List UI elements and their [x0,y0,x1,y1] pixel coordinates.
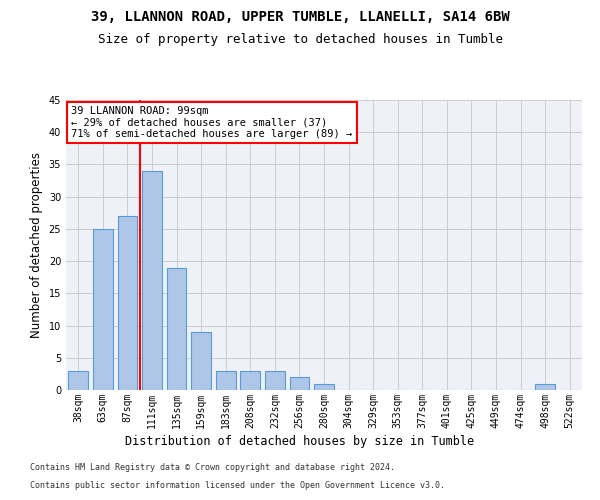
Bar [216,370,236,390]
Bar [93,229,113,390]
Text: Distribution of detached houses by size in Tumble: Distribution of detached houses by size … [125,435,475,448]
Bar [314,384,334,390]
Text: Contains HM Land Registry data © Crown copyright and database right 2024.: Contains HM Land Registry data © Crown c… [30,464,395,472]
Bar [265,370,284,390]
Text: 39 LLANNON ROAD: 99sqm
← 29% of detached houses are smaller (37)
71% of semi-det: 39 LLANNON ROAD: 99sqm ← 29% of detached… [71,106,352,139]
Bar [118,216,137,390]
Y-axis label: Number of detached properties: Number of detached properties [30,152,43,338]
Text: Contains public sector information licensed under the Open Government Licence v3: Contains public sector information licen… [30,481,445,490]
Text: 39, LLANNON ROAD, UPPER TUMBLE, LLANELLI, SA14 6BW: 39, LLANNON ROAD, UPPER TUMBLE, LLANELLI… [91,10,509,24]
Bar [290,377,309,390]
Bar [68,370,88,390]
Bar [142,171,162,390]
Bar [167,268,187,390]
Bar [535,384,555,390]
Bar [191,332,211,390]
Text: Size of property relative to detached houses in Tumble: Size of property relative to detached ho… [97,32,503,46]
Bar [241,370,260,390]
